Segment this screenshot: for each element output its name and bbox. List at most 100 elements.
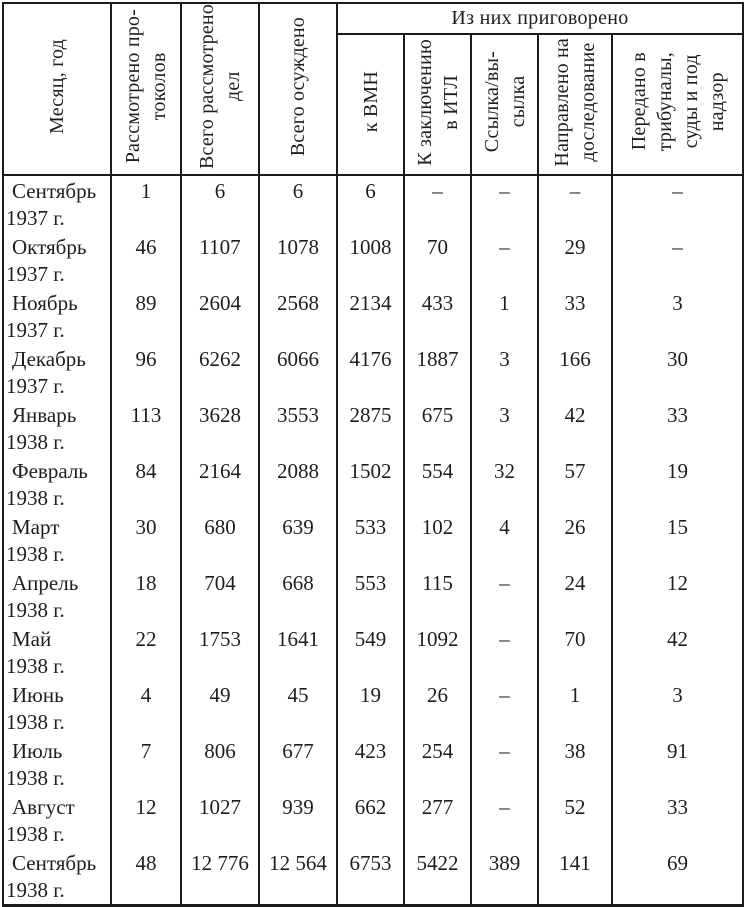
table-row: Апрель 1938 г. 18 704 668 553 115 – 24 1…: [2, 568, 744, 625]
value-cell-exile: –: [470, 568, 539, 625]
value-cell-protocols: 30: [110, 512, 182, 569]
value-cell-itl: 277: [403, 792, 472, 849]
month-cell: Декабрь 1937 г.: [2, 344, 112, 401]
value-cell-exile: –: [470, 175, 539, 233]
value-cell-tribunals: 3: [610, 288, 744, 345]
value-cell-exile: 4: [470, 512, 539, 569]
value-cell-vmn: 19: [336, 680, 405, 737]
month-label: Март: [12, 515, 60, 540]
value-cell-convicted: 6066: [258, 344, 338, 401]
value-cell-tribunals: 33: [610, 792, 744, 849]
value-cell-itl: 675: [403, 400, 472, 457]
col-header-exile-label: Ссылка/вы- сылка: [480, 51, 529, 153]
value-cell-exile: –: [470, 624, 539, 681]
value-cell-vmn: 6: [336, 175, 405, 233]
value-cell-cases: 6262: [180, 344, 260, 401]
value-cell-itl: 1092: [403, 624, 472, 681]
value-cell-reinvestigation: –: [537, 175, 613, 233]
col-header-vmn-label: к ВМН: [359, 71, 382, 133]
col-header-tribunals: Передано в трибуналы, суды и под надзор: [610, 34, 744, 177]
value-cell-reinvestigation: 26: [537, 512, 613, 569]
year-label: 1938 г.: [6, 542, 65, 567]
month-label: Май: [12, 627, 52, 652]
col-header-cases-reviewed-label: Всего рассмотрено дел: [196, 4, 244, 170]
value-cell-cases: 806: [180, 736, 260, 793]
value-cell-convicted: 2568: [258, 288, 338, 345]
value-cell-tribunals: 3: [610, 680, 744, 737]
year-label: 1937 г.: [6, 374, 65, 399]
value-cell-reinvestigation: 24: [537, 568, 613, 625]
value-cell-convicted: 1641: [258, 624, 338, 681]
value-cell-protocols: 7: [110, 736, 182, 793]
value-cell-exile: 3: [470, 344, 539, 401]
col-header-total-convicted-label: Всего осуждено: [287, 16, 309, 157]
col-header-total-convicted: Всего осуждено: [258, 3, 338, 177]
table-row: Июль 1938 г. 7 806 677 423 254 – 38 91: [2, 736, 744, 793]
value-cell-convicted: 677: [258, 736, 338, 793]
col-header-cases-reviewed: Всего рассмотрено дел: [180, 3, 260, 177]
value-cell-convicted: 639: [258, 512, 338, 569]
month-cell: Октябрь 1937 г.: [2, 232, 112, 289]
month-label: Октябрь: [12, 235, 87, 260]
value-cell-protocols: 46: [110, 232, 182, 289]
table-row: Март 1938 г. 30 680 639 533 102 4 26 15: [2, 512, 744, 569]
value-cell-itl: 254: [403, 736, 472, 793]
col-header-protocols-reviewed-label: Рассмотрено про- токолов: [122, 9, 170, 164]
col-header-itl-label: К заключению в ИТЛ: [413, 38, 462, 166]
value-cell-itl: 115: [403, 568, 472, 625]
value-cell-tribunals: 91: [610, 736, 744, 793]
value-cell-vmn: 6753: [336, 848, 405, 906]
value-cell-itl: 102: [403, 512, 472, 569]
value-cell-protocols: 12: [110, 792, 182, 849]
value-cell-tribunals: 42: [610, 624, 744, 681]
value-cell-reinvestigation: 57: [537, 456, 613, 513]
table-header: Месяц, год Рассмотрено про- токолов Всег…: [2, 3, 744, 177]
value-cell-protocols: 22: [110, 624, 182, 681]
value-cell-cases: 3628: [180, 400, 260, 457]
col-header-month-year: Месяц, год: [2, 3, 112, 177]
month-label: Сентябрь: [12, 851, 97, 876]
month-label: Август: [12, 795, 75, 820]
value-cell-protocols: 18: [110, 568, 182, 625]
value-cell-cases: 2604: [180, 288, 260, 345]
col-header-month-year-label: Месяц, год: [46, 39, 68, 134]
value-cell-itl: 554: [403, 456, 472, 513]
col-header-exile: Ссылка/вы- сылка: [470, 34, 539, 177]
year-label: 1938 г.: [6, 430, 65, 455]
year-label: 1937 г.: [6, 262, 65, 287]
value-cell-cases: 2164: [180, 456, 260, 513]
value-cell-itl: 26: [403, 680, 472, 737]
year-label: 1937 г.: [6, 318, 65, 343]
value-cell-reinvestigation: 29: [537, 232, 613, 289]
month-cell: Февраль 1938 г.: [2, 456, 112, 513]
col-header-vmn: к ВМН: [336, 34, 405, 177]
value-cell-convicted: 2088: [258, 456, 338, 513]
value-cell-itl: –: [403, 175, 472, 233]
value-cell-convicted: 1078: [258, 232, 338, 289]
value-cell-exile: 32: [470, 456, 539, 513]
value-cell-exile: –: [470, 680, 539, 737]
table-row: Сентябрь 1938 г. 48 12 776 12 564 6753 5…: [2, 848, 744, 906]
value-cell-convicted: 12 564: [258, 848, 338, 906]
value-cell-tribunals: 33: [610, 400, 744, 457]
value-cell-protocols: 96: [110, 344, 182, 401]
value-cell-protocols: 84: [110, 456, 182, 513]
month-label: Февраль: [12, 459, 88, 484]
table-row: Май 1938 г. 22 1753 1641 549 1092 – 70 4…: [2, 624, 744, 681]
value-cell-reinvestigation: 141: [537, 848, 613, 906]
month-cell: Январь 1938 г.: [2, 400, 112, 457]
value-cell-vmn: 533: [336, 512, 405, 569]
value-cell-reinvestigation: 1: [537, 680, 613, 737]
month-cell: Август 1938 г.: [2, 792, 112, 849]
table-row: Февраль 1938 г. 84 2164 2088 1502 554 32…: [2, 456, 744, 513]
value-cell-tribunals: 19: [610, 456, 744, 513]
value-cell-protocols: 113: [110, 400, 182, 457]
month-label: Июнь: [12, 683, 64, 708]
month-cell: Март 1938 г.: [2, 512, 112, 569]
year-label: 1938 г.: [6, 766, 65, 791]
value-cell-itl: 70: [403, 232, 472, 289]
year-label: 1938 г.: [6, 654, 65, 679]
month-cell: Июль 1938 г.: [2, 736, 112, 793]
value-cell-protocols: 1: [110, 175, 182, 233]
